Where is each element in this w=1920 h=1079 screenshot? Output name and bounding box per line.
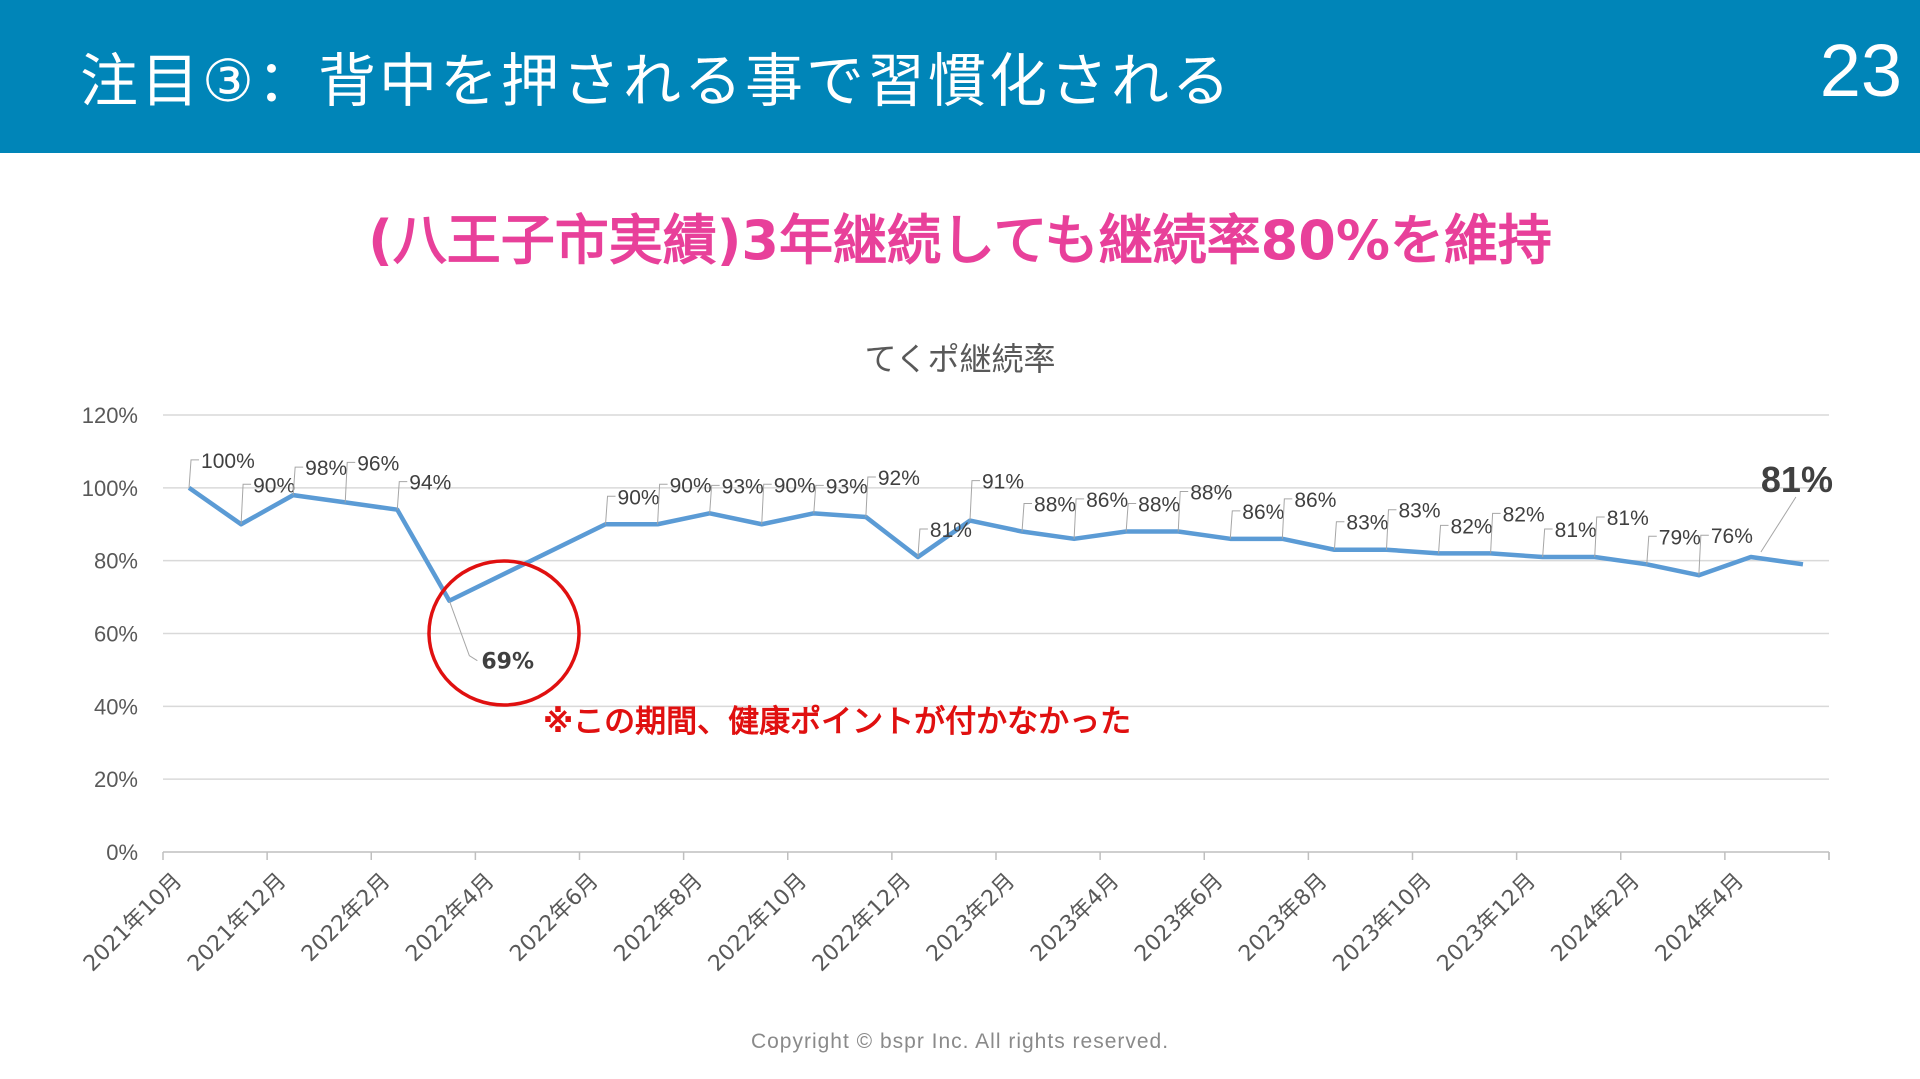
data-label: 94% — [409, 472, 451, 495]
y-tick-label: 60% — [94, 622, 138, 647]
leader-line — [1229, 510, 1241, 539]
highlight-circle — [427, 559, 581, 707]
data-label: 69% — [481, 650, 534, 675]
data-label: 88% — [1190, 482, 1232, 505]
data-label: 86% — [1242, 501, 1284, 524]
data-label: 83% — [1346, 512, 1388, 535]
leader-line — [1646, 535, 1657, 565]
leader-line — [969, 480, 980, 521]
leader-line — [188, 459, 200, 488]
leader-line — [396, 481, 408, 510]
data-label: 100% — [201, 450, 255, 473]
data-label: 90% — [670, 474, 712, 497]
data-label: 90% — [618, 486, 660, 509]
data-label: 76% — [1711, 525, 1753, 548]
data-label: 93% — [722, 475, 764, 498]
y-tick-label: 120% — [82, 403, 138, 428]
leader-line — [1490, 512, 1501, 554]
leader-line — [1698, 534, 1709, 576]
data-label: 86% — [1294, 489, 1336, 512]
leader-line — [1073, 498, 1085, 539]
data-label: 96% — [357, 452, 399, 475]
leader-line — [1125, 503, 1137, 532]
slide-title: 注目③：背中を押される事で習慣化される — [80, 47, 1233, 115]
leader-line — [813, 484, 824, 514]
series-line — [187, 485, 1804, 603]
y-tick-label: 80% — [94, 549, 138, 574]
y-tick-label: 40% — [94, 694, 138, 719]
leader-line — [709, 484, 720, 514]
leader-line — [448, 600, 478, 662]
x-tick-label: 2022年2月 — [297, 869, 395, 967]
page-number: 23 — [1819, 29, 1902, 112]
x-tick-label: 2021年12月 — [183, 869, 291, 977]
y-tick-label: 20% — [94, 767, 138, 792]
leader-line — [865, 476, 876, 517]
x-tick-label: 2021年10月 — [79, 869, 187, 977]
leader-line — [1542, 528, 1553, 558]
leader-line — [1281, 498, 1293, 539]
data-label: 83% — [1398, 500, 1440, 523]
annotation-note: ※この期間、健康ポイントが付かなかった — [543, 704, 1132, 740]
leader-line — [1438, 524, 1449, 554]
data-label: 82% — [1503, 503, 1545, 526]
x-tick-label: 2023年12月 — [1433, 869, 1541, 977]
x-tick-label: 2024年2月 — [1547, 869, 1645, 967]
data-label: 81% — [930, 519, 972, 542]
leader-line — [605, 495, 616, 525]
x-tick-label: 2023年2月 — [922, 869, 1020, 967]
leader-line — [344, 461, 356, 503]
x-tick-label: 2023年6月 — [1130, 869, 1228, 967]
copyright: Copyright © bspr Inc. All rights reserve… — [750, 1030, 1170, 1053]
leader-line — [240, 483, 252, 525]
data-label: 90% — [253, 474, 295, 497]
leader-line — [1385, 509, 1397, 550]
x-tick-label: 2022年10月 — [704, 869, 812, 977]
x-tick-label: 2022年4月 — [401, 869, 499, 967]
data-label: 93% — [826, 475, 868, 498]
leader-line — [761, 483, 772, 525]
leader-line — [1594, 516, 1605, 558]
data-label: 91% — [982, 471, 1024, 494]
slide-subtitle: (八王子市実績)3年継続しても継続率80%を維持 — [368, 209, 1552, 272]
leader-line — [1333, 521, 1345, 550]
data-label: 81% — [1555, 519, 1597, 542]
leader-line — [657, 483, 668, 525]
data-label: 79% — [1659, 526, 1701, 549]
leader-line — [1021, 503, 1033, 532]
y-tick-label: 100% — [82, 476, 138, 501]
data-label: 98% — [305, 457, 347, 480]
x-tick-label: 2023年8月 — [1234, 869, 1332, 967]
data-label: 82% — [1451, 515, 1493, 538]
x-tick-label: 2023年4月 — [1026, 869, 1124, 967]
chart-title: てくポ継続率 — [864, 340, 1056, 378]
y-tick-label: 0% — [106, 840, 138, 865]
x-tick-label: 2023年10月 — [1329, 869, 1437, 977]
header-bar: 注目③：背中を押される事で習慣化される 23 — [0, 0, 1920, 153]
x-tick-label: 2022年12月 — [808, 869, 916, 977]
leader-line — [1760, 496, 1797, 553]
data-label: 86% — [1086, 489, 1128, 512]
data-label: 92% — [878, 467, 920, 490]
data-label: 88% — [1034, 494, 1076, 517]
data-label: 81% — [1761, 459, 1833, 500]
data-label: 88% — [1138, 494, 1180, 517]
leader-line — [1177, 491, 1189, 532]
leader-line — [917, 528, 928, 558]
x-tick-label: 2022年8月 — [610, 869, 708, 967]
data-label: 90% — [774, 474, 816, 497]
x-tick-label: 2024年4月 — [1651, 869, 1749, 967]
data-label: 81% — [1607, 507, 1649, 530]
x-tick-label: 2022年6月 — [505, 869, 603, 967]
leader-line — [292, 466, 304, 496]
